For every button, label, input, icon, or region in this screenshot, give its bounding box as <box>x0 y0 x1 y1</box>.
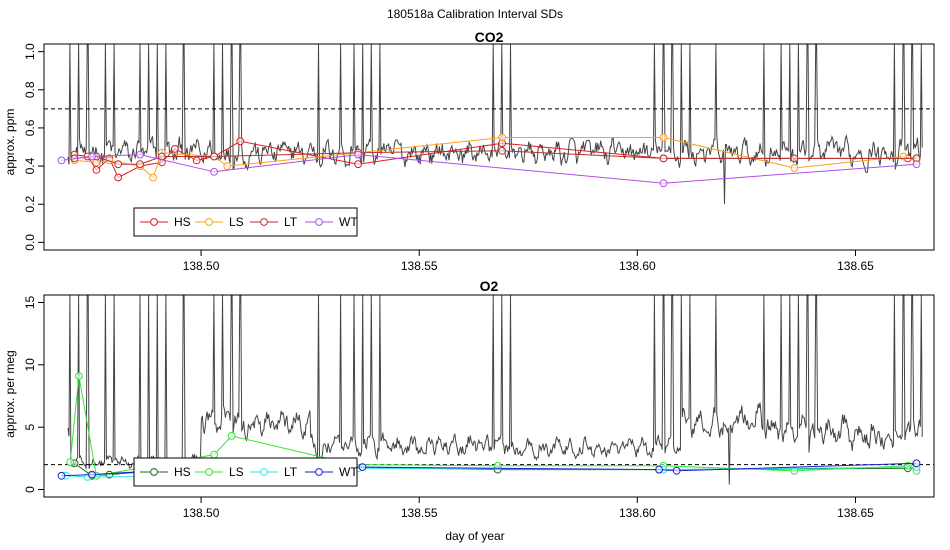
co2-series-ls-point <box>790 164 799 172</box>
o2-series-wt-point <box>655 465 663 474</box>
co2-series-hs-point <box>171 145 179 153</box>
co2-panel: CO2 approx. ppm 0.0 0.2 0.4 0.6 0.8 1.0 138.50… <box>3 29 935 273</box>
co2-series-wt-point <box>210 167 219 176</box>
o2-legend-swatch-marker <box>260 468 268 476</box>
co2-series-wt-point <box>659 179 668 188</box>
co2-series-hs-point <box>354 160 363 169</box>
co2-series-lt-point <box>210 152 219 161</box>
o2-panel: O2 approx. per meg 0 5 10 15 138.50 138.55 138… <box>3 278 935 520</box>
co2-series-wt-point <box>88 152 96 161</box>
o2-background-trace <box>67 294 923 485</box>
o2-y-tick-label: 10 <box>23 358 37 372</box>
o2-series-ls-point <box>227 432 236 440</box>
co2-series-ls-point <box>223 162 232 171</box>
co2-y-tick-label: 1.0 <box>23 43 37 60</box>
o2-series-wt-point <box>88 470 96 479</box>
x-axis-label: day of year <box>445 529 504 543</box>
o2-y-tick-label: 15 <box>23 295 37 309</box>
o2-legend-swatch-marker <box>205 468 213 476</box>
o2-legend-label: WT <box>339 465 358 479</box>
o2-legend-label: LT <box>284 465 298 479</box>
co2-legend-swatch-marker <box>150 218 158 226</box>
o2-legend-label: HS <box>174 465 191 479</box>
co2-legend-swatch-marker <box>260 218 268 226</box>
co2-series-hs-point <box>192 156 201 165</box>
co2-series-wt-point <box>57 156 66 165</box>
o2-background-trace-line <box>67 294 923 485</box>
co2-x-tick-label: 138.50 <box>183 259 220 273</box>
co2-y-axis-label: approx. ppm <box>3 109 17 176</box>
co2-plot-frame <box>43 43 935 251</box>
co2-series-ls-point <box>498 133 507 142</box>
o2-y-tick-label: 5 <box>23 424 37 431</box>
co2-y-tick-label: 0.8 <box>23 81 37 98</box>
o2-y-axis-label: approx. per meg <box>3 350 17 437</box>
co2-legend-swatch-marker <box>205 218 213 226</box>
co2-series-ls-line <box>74 137 917 179</box>
o2-y-tick-label: 0 <box>23 486 37 493</box>
o2-series-wt-point <box>57 471 66 480</box>
co2-series-wt-point <box>354 150 363 159</box>
o2-series-ls-point <box>66 458 75 467</box>
co2-series-hs-point <box>92 166 101 174</box>
co2-series-hs-point <box>114 173 123 182</box>
co2-legend-label: LT <box>284 215 298 229</box>
o2-x-tick-label: 138.55 <box>401 506 438 520</box>
co2-y-tick-label: 0.4 <box>23 157 37 174</box>
co2-series <box>57 133 921 188</box>
co2-series-wt-point <box>912 160 921 169</box>
co2-series-lt-point <box>659 154 668 163</box>
o2-series-wt-point <box>912 459 921 468</box>
o2-x-tick-label: 138.60 <box>619 506 656 520</box>
o2-legend-label: LS <box>229 465 244 479</box>
co2-background-trace-line <box>67 43 923 205</box>
co2-x-tick-label: 138.55 <box>401 259 438 273</box>
co2-series-wt-point <box>136 150 144 159</box>
co2-series-lt-point <box>114 160 123 169</box>
co2-series-lt-point <box>136 160 144 169</box>
o2-series-wt-point <box>672 466 681 475</box>
o2-plot-frame <box>43 294 935 498</box>
o2-series-ls-point <box>210 450 219 459</box>
co2-series-hs-point <box>236 137 245 146</box>
o2-legend-swatch-marker <box>315 468 323 476</box>
o2-legend: HS LS LT WT <box>133 457 358 487</box>
figure-title: 180518a Calibration Interval SDs <box>387 7 563 21</box>
co2-series-lt-point <box>790 154 799 163</box>
co2-legend: HS LS LT WT <box>133 207 358 237</box>
co2-legend-label: HS <box>174 215 191 229</box>
co2-legend-swatch-marker <box>315 218 323 226</box>
co2-series-lt-point <box>498 146 507 155</box>
co2-y-tick-label: 0.6 <box>23 119 37 136</box>
co2-x-tick-label: 138.65 <box>837 259 874 273</box>
co2-panel-title: CO2 <box>475 29 504 45</box>
co2-ticks: 0.0 0.2 0.4 0.6 0.8 1.0 138.50 138.55 138.60 138.… <box>23 43 874 273</box>
co2-series-ls-point <box>149 173 158 182</box>
co2-series-ls-point <box>659 133 668 142</box>
o2-legend-swatch-marker <box>150 468 158 476</box>
o2-ticks: 0 5 10 15 138.50 138.55 138.60 138.65 <box>23 295 874 520</box>
co2-y-tick-label: 0.0 <box>23 234 37 251</box>
co2-legend-label: WT <box>339 215 358 229</box>
o2-series-wt-point <box>358 463 367 472</box>
o2-panel-title: O2 <box>480 278 499 294</box>
co2-y-tick-label: 0.2 <box>23 196 37 213</box>
o2-x-tick-label: 138.50 <box>183 506 220 520</box>
co2-background-trace <box>67 43 923 205</box>
co2-x-tick-label: 138.60 <box>619 259 656 273</box>
co2-legend-label: LS <box>229 215 244 229</box>
o2-x-tick-label: 138.65 <box>837 506 874 520</box>
o2-series-ls-point <box>75 372 83 380</box>
